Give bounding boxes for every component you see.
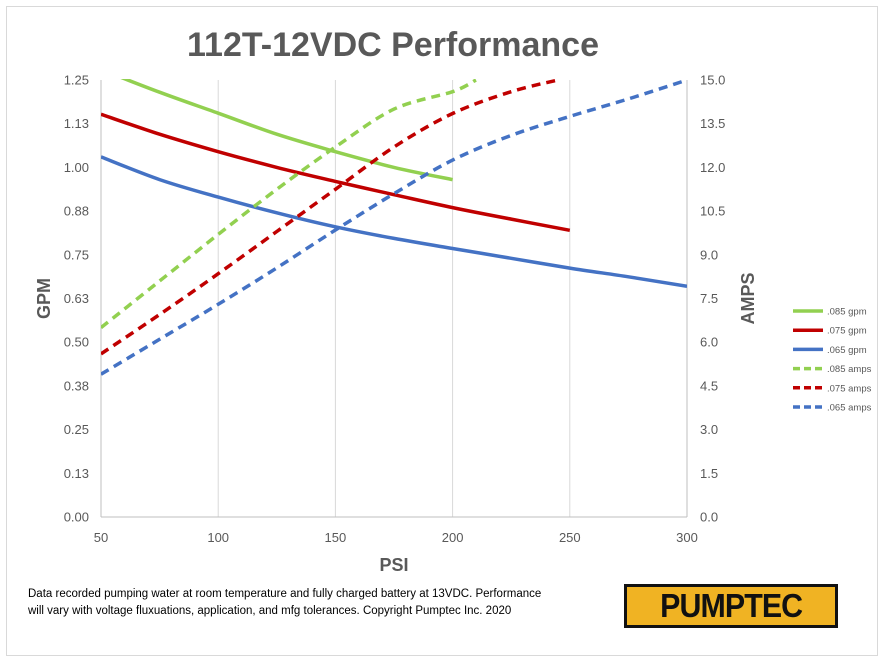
y-tick-label: 0.00 bbox=[64, 510, 89, 525]
logo-text: PUMPTEC bbox=[660, 587, 803, 624]
legend-label: .085 amps bbox=[827, 364, 872, 375]
y2-tick-label: 3.0 bbox=[700, 422, 718, 437]
y-tick-label: 0.38 bbox=[64, 378, 89, 393]
x-tick-label: 250 bbox=[559, 530, 581, 545]
series-line-075-amps bbox=[101, 79, 559, 356]
y-tick-label: 0.25 bbox=[64, 422, 89, 437]
y2-tick-label: 1.5 bbox=[700, 466, 718, 481]
series-line-065-gpm bbox=[101, 155, 687, 289]
y2-tick-label: 12.0 bbox=[700, 160, 725, 175]
y-tick-label: 1.13 bbox=[64, 116, 89, 131]
y-tick-label: 1.25 bbox=[64, 73, 89, 88]
footnote: Data recorded pumping water at room temp… bbox=[28, 588, 542, 617]
legend-label: .075 gpm bbox=[827, 326, 867, 337]
x-tick-label: 300 bbox=[676, 530, 698, 545]
y2-tick-label: 4.5 bbox=[700, 378, 718, 393]
series-line-085-gpm bbox=[120, 79, 453, 182]
y2-tick-label: 10.5 bbox=[700, 204, 725, 219]
legend-label: .065 gpm bbox=[827, 345, 867, 356]
y-tick-label: 0.50 bbox=[64, 335, 89, 350]
series-line-075-gpm bbox=[101, 112, 571, 233]
y-tick-label: 0.75 bbox=[64, 247, 89, 262]
y2-tick-label: 6.0 bbox=[700, 335, 718, 350]
x-tick-label: 50 bbox=[94, 530, 108, 545]
y2-tick-label: 13.5 bbox=[700, 116, 725, 131]
x-tick-label: 100 bbox=[207, 530, 229, 545]
chart-title: 112T-12VDC Performance bbox=[187, 26, 599, 64]
y2-tick-label: 9.0 bbox=[700, 247, 718, 262]
chart-frame bbox=[6, 6, 878, 656]
legend-label: .075 amps bbox=[827, 383, 872, 394]
y-tick-label: 0.13 bbox=[64, 466, 89, 481]
y2-axis-title: AMPS bbox=[738, 272, 758, 324]
y-tick-label: 0.88 bbox=[64, 204, 89, 219]
y-tick-label: 0.63 bbox=[64, 291, 89, 306]
x-tick-label: 200 bbox=[442, 530, 464, 545]
y2-tick-label: 15.0 bbox=[700, 73, 725, 88]
legend-label: .085 gpm bbox=[827, 307, 867, 318]
pumptec-logo: PUMPTEC bbox=[624, 584, 838, 628]
series-line-065-amps bbox=[101, 79, 687, 376]
y2-tick-label: 0.0 bbox=[700, 510, 718, 525]
y-tick-label: 1.00 bbox=[64, 160, 89, 175]
y-axis-title: GPM bbox=[34, 278, 54, 319]
x-tick-label: 150 bbox=[325, 530, 347, 545]
legend-label: .065 amps bbox=[827, 403, 872, 414]
x-axis-title: PSI bbox=[379, 555, 408, 575]
y2-tick-label: 7.5 bbox=[700, 291, 718, 306]
series-line-085-amps bbox=[101, 79, 477, 329]
